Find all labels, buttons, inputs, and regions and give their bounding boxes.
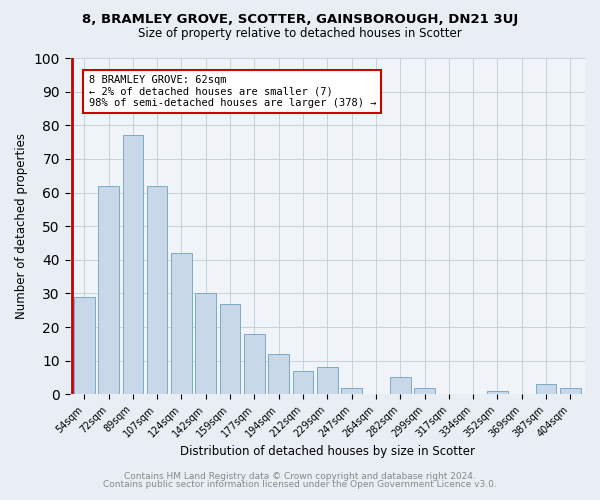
Bar (98, 186, 119, 394)
Bar (171, 253, 192, 394)
Bar (74, 297, 95, 394)
Bar (244, 334, 265, 394)
Bar (341, 388, 362, 394)
X-axis label: Distribution of detached houses by size in Scotter: Distribution of detached houses by size … (180, 444, 475, 458)
Bar (220, 304, 241, 394)
Bar (390, 378, 410, 394)
Bar (317, 368, 338, 394)
Bar (196, 294, 216, 394)
Y-axis label: Number of detached properties: Number of detached properties (15, 133, 28, 319)
Text: Size of property relative to detached houses in Scotter: Size of property relative to detached ho… (138, 28, 462, 40)
Bar (268, 354, 289, 395)
Text: Contains public sector information licensed under the Open Government Licence v3: Contains public sector information licen… (103, 480, 497, 489)
Bar (560, 388, 581, 394)
Bar (487, 391, 508, 394)
Text: 8 BRAMLEY GROVE: 62sqm
← 2% of detached houses are smaller (7)
98% of semi-detac: 8 BRAMLEY GROVE: 62sqm ← 2% of detached … (89, 75, 376, 108)
Text: Contains HM Land Registry data © Crown copyright and database right 2024.: Contains HM Land Registry data © Crown c… (124, 472, 476, 481)
Bar (147, 186, 167, 394)
Text: 8, BRAMLEY GROVE, SCOTTER, GAINSBOROUGH, DN21 3UJ: 8, BRAMLEY GROVE, SCOTTER, GAINSBOROUGH,… (82, 12, 518, 26)
Bar (414, 388, 435, 394)
Bar (122, 136, 143, 394)
Bar (293, 371, 313, 394)
Bar (536, 384, 556, 394)
